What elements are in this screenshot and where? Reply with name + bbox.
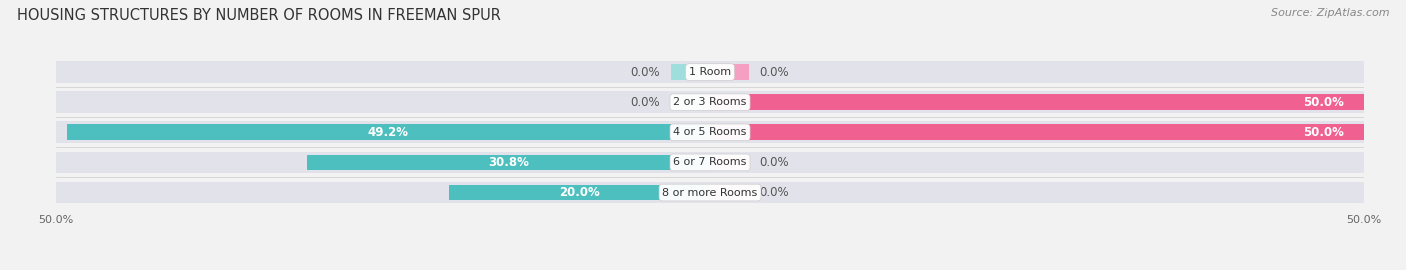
Text: 50.0%: 50.0% (1303, 96, 1344, 109)
Bar (308, 155, 710, 170)
Bar (710, 185, 749, 200)
Text: 2 or 3 Rooms: 2 or 3 Rooms (673, 97, 747, 107)
Bar (449, 185, 710, 200)
Bar (710, 94, 1364, 110)
Text: 0.0%: 0.0% (631, 96, 661, 109)
Bar (66, 124, 710, 140)
Text: 50.0%: 50.0% (1303, 126, 1344, 139)
Text: 49.2%: 49.2% (368, 126, 409, 139)
Text: 30.8%: 30.8% (488, 156, 529, 169)
Bar (56, 91, 710, 113)
Text: 4 or 5 Rooms: 4 or 5 Rooms (673, 127, 747, 137)
Bar (710, 91, 1364, 113)
Text: 1 Room: 1 Room (689, 67, 731, 77)
Bar (56, 61, 710, 83)
Text: 0.0%: 0.0% (759, 156, 789, 169)
Text: 0.0%: 0.0% (631, 66, 661, 79)
Text: Source: ZipAtlas.com: Source: ZipAtlas.com (1271, 8, 1389, 18)
Text: 0.0%: 0.0% (759, 186, 789, 199)
Bar (710, 61, 1364, 83)
Bar (710, 122, 1364, 143)
Bar (710, 182, 1364, 203)
Text: 6 or 7 Rooms: 6 or 7 Rooms (673, 157, 747, 167)
Text: 20.0%: 20.0% (560, 186, 599, 199)
Bar (56, 122, 710, 143)
Bar (710, 155, 749, 170)
Bar (671, 94, 710, 110)
Bar (710, 151, 1364, 173)
Text: 8 or more Rooms: 8 or more Rooms (662, 188, 758, 198)
Bar (710, 64, 749, 80)
Text: HOUSING STRUCTURES BY NUMBER OF ROOMS IN FREEMAN SPUR: HOUSING STRUCTURES BY NUMBER OF ROOMS IN… (17, 8, 501, 23)
Text: 0.0%: 0.0% (759, 66, 789, 79)
Bar (671, 64, 710, 80)
Bar (56, 151, 710, 173)
Bar (710, 124, 1364, 140)
Bar (56, 182, 710, 203)
